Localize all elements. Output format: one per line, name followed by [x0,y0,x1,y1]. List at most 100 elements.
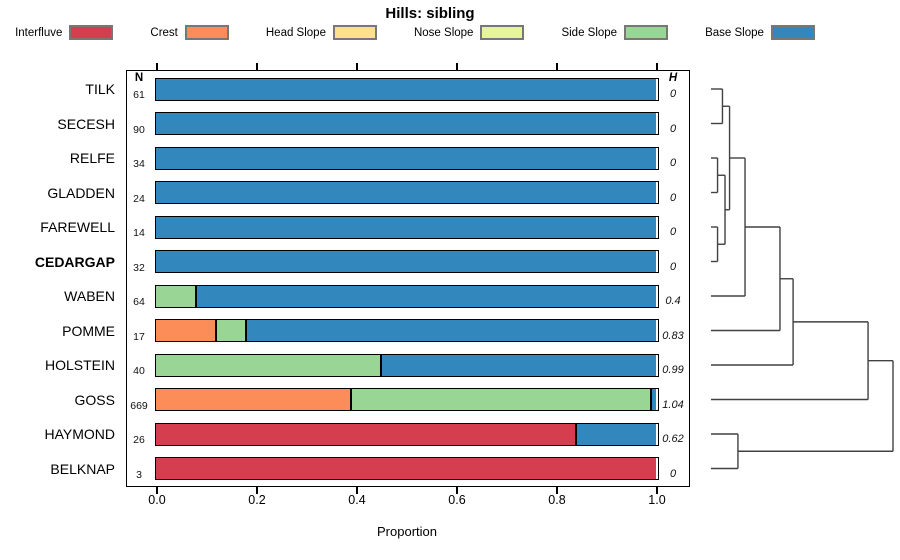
axis-tick-bottom [356,487,358,494]
bar-segment-base-slope [156,113,657,134]
row-label-haymond: HAYMOND [44,426,115,442]
row-label-secesh: SECESH [57,115,115,132]
legend: Interfluve Crest Head Slope Nose Slope Side … [0,25,830,40]
axis-tick-top [356,63,358,70]
legend-item-crest: Crest [150,25,229,40]
x-axis-title: Proportion [377,524,437,539]
axis-tick-top [556,63,558,70]
bar-segment-base-slope [156,216,657,238]
legend-swatch [770,25,815,40]
bar-belknap [155,457,659,480]
legend-label: Nose Slope [413,26,474,39]
bar-segment-base-slope [156,147,657,169]
bar-segment-interfluve [156,423,577,445]
axis-tick-bottom [156,487,158,494]
legend-label: Crest [150,26,178,39]
h-value: 0 [669,467,677,480]
bar-segment-crest [156,320,217,341]
bar-segment-base-slope [156,182,657,203]
row-label-tilk: TILK [85,81,115,97]
h-column-header: H [668,72,678,84]
h-value: 0 [669,260,677,273]
axis-tick-label: 0.0 [148,493,166,507]
legend-swatch [69,25,114,40]
legend-item-nose-slope: Nose Slope [413,25,525,40]
legend-swatch [624,25,669,40]
bar-waben [155,284,659,308]
h-value: 0.4 [665,295,681,307]
segment-divider [380,354,383,376]
bar-goss [155,388,659,411]
row-label-holstein: HOLSTEIN [44,357,115,373]
legend-item-interfluve: Interfluve [15,25,114,40]
h-value: 0.83 [662,329,684,342]
segment-divider [215,320,218,341]
row-label-pomme: POMME [62,322,115,339]
h-value: 0.99 [662,364,684,376]
bar-cedargap [155,250,659,273]
axis-tick-bottom [556,487,558,494]
axis-tick-label: 0.4 [348,493,366,507]
chart-title: Hills: sibling [385,5,475,22]
h-value: 0 [669,122,677,135]
segment-divider [350,389,353,410]
legend-swatch [332,25,377,40]
bar-relfe [155,146,659,170]
n-value: 14 [133,227,145,239]
n-value: 61 [133,89,145,101]
bar-tilk [155,77,659,101]
bar-segment-interfluve [156,458,657,479]
bar-segment-crest [156,389,352,410]
n-column-header: N [134,72,144,84]
axis-tick-top [656,63,658,70]
bar-segment-base-slope [196,285,657,307]
row-label-goss: GOSS [74,391,115,408]
axis-tick-top [456,63,458,70]
n-value: 34 [133,158,145,170]
axis-tick-top [156,63,158,70]
h-value: 0.62 [662,433,684,445]
legend-item-side-slope: Side Slope [561,25,669,40]
segment-divider [575,423,578,445]
segment-divider [195,285,198,307]
legend-item-base-slope: Base Slope [705,25,815,40]
row-label-belknap: BELKNAP [50,460,115,477]
bar-segment-side-slope [156,354,382,376]
n-value: 64 [133,296,145,308]
n-value: 3 [136,468,142,481]
n-value: 32 [133,261,145,274]
legend-label: Side Slope [561,26,618,39]
bar-gladden [155,181,659,204]
h-value: 0 [669,157,677,169]
axis-tick-bottom [656,487,658,494]
bar-farewell [155,215,659,239]
row-label-gladden: GLADDEN [47,184,115,201]
bar-secesh [155,112,659,135]
h-value: 0 [669,191,677,204]
axis-tick-bottom [456,487,458,494]
n-value: 26 [133,434,145,446]
h-value: 1.04 [662,398,684,411]
legend-label: Head Slope [265,26,326,39]
row-label-waben: WABEN [64,288,115,304]
n-value: 90 [133,123,145,136]
axis-tick-top [256,63,258,70]
plot-panel [126,70,690,487]
row-label-relfe: RELFE [69,150,115,166]
segment-divider [245,320,248,341]
n-value: 40 [133,365,145,377]
axis-tick-label: 0.8 [548,493,566,507]
axis-tick-bottom [256,487,258,494]
bar-segment-side-slope [351,389,652,410]
h-value: 0 [669,88,677,100]
bar-haymond [155,422,659,446]
axis-tick-label: 0.2 [248,493,266,507]
row-label-cedargap: CEDARGAP [34,253,115,270]
n-value: 669 [130,399,148,412]
legend-swatch [480,25,525,40]
bar-segment-base-slope [246,320,657,341]
n-value: 24 [133,192,145,205]
bar-segment-base-slope [156,251,657,272]
axis-tick-label: 0.6 [448,493,466,507]
